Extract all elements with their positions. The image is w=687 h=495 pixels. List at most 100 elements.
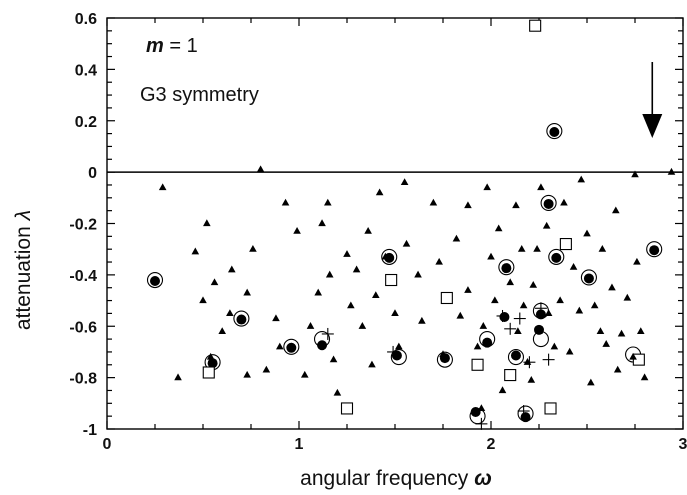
x-tick-label: 3 <box>679 436 687 453</box>
square-point <box>440 291 453 305</box>
plus-point <box>504 322 517 335</box>
plus-point <box>496 309 509 322</box>
x-axis-symbol: ω <box>474 467 492 490</box>
triangle-point <box>587 378 595 386</box>
triangle-point <box>596 327 605 334</box>
plot-frame <box>106 17 684 430</box>
y-tick-label: 0.2 <box>75 114 97 131</box>
triangle-point <box>506 278 514 286</box>
annotation-m-value: = 1 <box>164 35 198 57</box>
triangle-point <box>206 352 215 360</box>
triangle-point <box>544 309 553 317</box>
triangle-point <box>636 327 645 334</box>
y-tick-label: -0.6 <box>69 319 97 336</box>
triangle-point <box>602 340 610 347</box>
triangle-point <box>333 388 342 396</box>
triangle-point <box>300 370 309 378</box>
triangle-point <box>575 306 584 314</box>
y-axis-label: attenuation λ <box>12 210 35 330</box>
triangle-point <box>400 178 409 185</box>
square-point <box>471 358 484 371</box>
triangle-point <box>281 198 290 206</box>
plus-point <box>387 345 400 358</box>
triangle-point <box>598 244 607 252</box>
square-point <box>544 402 557 415</box>
triangle-point <box>375 188 384 196</box>
filled-circle-point <box>510 350 521 361</box>
annotation-m-symbol: m <box>146 35 164 57</box>
triangle-point <box>537 183 545 191</box>
triangle-point <box>228 265 236 273</box>
triangle-point <box>456 311 465 319</box>
square-point <box>202 366 215 379</box>
triangle-point <box>613 365 622 373</box>
triangle-point <box>203 219 211 227</box>
square-point <box>504 369 517 382</box>
triangle-point <box>158 183 167 191</box>
triangle-point <box>395 342 403 350</box>
triangle-point <box>314 288 322 296</box>
square-point <box>340 402 354 415</box>
triangle-point <box>325 270 334 278</box>
filled-circle-point <box>649 245 660 256</box>
annotation-m: m = 1 <box>146 35 198 57</box>
triangle-point <box>479 322 488 329</box>
square-point <box>559 238 572 251</box>
triangle-point <box>435 257 443 265</box>
triangle-point <box>343 250 351 257</box>
plus-point <box>517 405 530 418</box>
filled-circle-point <box>543 198 554 209</box>
square-point <box>385 273 398 287</box>
filled-circle-point <box>583 273 594 284</box>
y-tick-label: -1 <box>83 422 97 439</box>
triangle-point <box>464 286 472 293</box>
triangle-point <box>391 309 399 317</box>
filled-circle-point <box>499 311 510 322</box>
triangle-point <box>358 322 367 329</box>
filled-circle-point <box>482 337 493 348</box>
y-axis-symbol: λ <box>12 210 35 221</box>
triangle-point <box>272 314 280 322</box>
plus-point <box>475 417 488 430</box>
triangle-point <box>429 198 438 206</box>
triangle-point <box>318 219 326 227</box>
y-axis-label-text: attenuation <box>12 226 35 330</box>
triangle-point <box>381 252 390 260</box>
y-tick-label: 0.6 <box>75 11 97 28</box>
x-axis-label: angular frequency ω <box>300 467 492 490</box>
y-tick-label: -0.4 <box>69 268 97 285</box>
filled-circle-point <box>551 252 562 263</box>
x-tick-label: 0 <box>103 436 112 453</box>
triangle-point <box>237 314 246 322</box>
triangle-point <box>324 198 332 206</box>
triangle-point <box>174 373 182 381</box>
triangle-point <box>243 288 251 296</box>
triangle-point <box>329 355 338 363</box>
triangle-point <box>249 244 257 252</box>
y-tick-label: -0.2 <box>69 217 97 234</box>
triangle-point <box>565 347 574 355</box>
triangle-point <box>477 404 486 412</box>
triangle-point <box>514 327 522 334</box>
triangle-point <box>494 224 503 232</box>
triangle-point <box>623 293 632 301</box>
triangle-point <box>151 275 159 283</box>
triangle-point <box>542 221 551 229</box>
triangle-point <box>583 229 591 237</box>
plus-point <box>321 327 334 340</box>
data-points <box>146 19 676 430</box>
square-point <box>529 19 542 32</box>
arrow-head <box>642 114 663 138</box>
triangle-point <box>590 301 599 309</box>
triangle-point <box>529 280 538 288</box>
y-tick-label: 0.4 <box>75 62 97 79</box>
filled-circle-point <box>535 309 546 320</box>
triangle-point <box>487 252 495 260</box>
triangle-point <box>533 244 541 252</box>
triangle-point <box>617 329 626 337</box>
triangle-point <box>226 309 234 317</box>
triangle-point <box>256 165 265 173</box>
x-tick-label: 2 <box>487 436 496 453</box>
triangle-point <box>414 270 422 278</box>
